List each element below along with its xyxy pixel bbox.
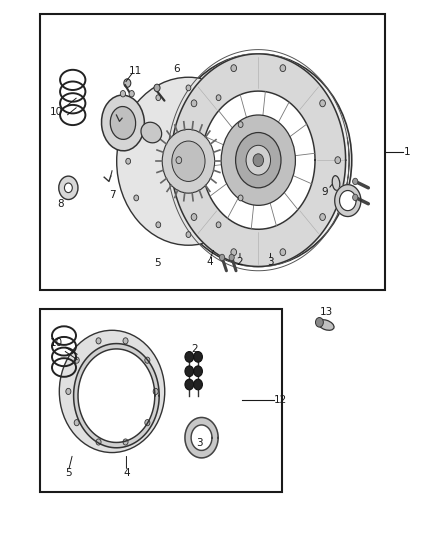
Text: 2: 2 [237, 257, 243, 267]
Circle shape [236, 133, 281, 188]
Circle shape [185, 352, 194, 362]
Circle shape [221, 115, 295, 205]
Circle shape [185, 366, 194, 376]
Circle shape [156, 222, 161, 228]
Circle shape [145, 357, 150, 364]
Text: 9: 9 [321, 187, 328, 197]
Polygon shape [171, 54, 346, 266]
Circle shape [231, 64, 237, 71]
Circle shape [194, 352, 202, 362]
Circle shape [96, 338, 101, 344]
Ellipse shape [102, 95, 145, 151]
Text: 7: 7 [109, 190, 115, 200]
Circle shape [194, 366, 202, 376]
Polygon shape [339, 190, 356, 211]
Ellipse shape [332, 176, 340, 190]
Circle shape [96, 439, 101, 445]
Circle shape [320, 100, 325, 107]
Ellipse shape [318, 320, 334, 330]
Text: 12: 12 [273, 395, 287, 406]
Ellipse shape [59, 330, 165, 453]
Text: 4: 4 [206, 257, 213, 267]
Text: 3: 3 [267, 257, 274, 267]
Circle shape [191, 100, 197, 107]
Circle shape [153, 389, 158, 394]
Circle shape [280, 64, 286, 71]
Bar [40, 309, 283, 492]
Circle shape [129, 91, 134, 97]
Bar [40, 14, 385, 290]
Ellipse shape [173, 143, 203, 179]
Circle shape [229, 254, 234, 261]
Circle shape [154, 84, 160, 92]
Polygon shape [201, 91, 315, 229]
Text: 13: 13 [319, 306, 332, 317]
Text: 10: 10 [49, 107, 63, 117]
Circle shape [123, 338, 128, 344]
Polygon shape [78, 349, 155, 442]
Text: 1: 1 [404, 147, 411, 157]
Circle shape [126, 158, 131, 164]
Circle shape [186, 85, 191, 91]
Text: 11: 11 [128, 66, 142, 76]
Circle shape [246, 146, 271, 175]
Text: 6: 6 [173, 64, 180, 74]
Circle shape [66, 389, 71, 394]
Ellipse shape [117, 77, 260, 245]
Text: 4: 4 [123, 468, 130, 478]
Circle shape [253, 154, 264, 166]
Circle shape [74, 419, 79, 426]
Circle shape [124, 79, 131, 87]
Circle shape [156, 95, 161, 101]
Circle shape [216, 95, 221, 101]
Circle shape [123, 439, 128, 445]
Circle shape [64, 183, 72, 192]
Text: 5: 5 [65, 468, 72, 478]
Circle shape [238, 122, 243, 127]
Ellipse shape [165, 54, 352, 266]
Circle shape [186, 232, 191, 238]
Circle shape [162, 130, 215, 193]
Circle shape [353, 194, 358, 200]
Circle shape [353, 178, 358, 184]
Circle shape [219, 254, 225, 261]
Circle shape [74, 357, 79, 364]
Text: 8: 8 [58, 199, 64, 209]
Circle shape [134, 195, 139, 201]
Polygon shape [335, 184, 361, 216]
Circle shape [315, 318, 323, 327]
Circle shape [120, 91, 126, 97]
Circle shape [280, 249, 286, 256]
Circle shape [335, 157, 341, 164]
Polygon shape [185, 417, 218, 458]
Text: 2: 2 [192, 344, 198, 354]
Circle shape [216, 222, 221, 228]
Polygon shape [191, 425, 212, 450]
Polygon shape [74, 344, 159, 448]
Ellipse shape [141, 122, 162, 143]
Circle shape [185, 379, 194, 390]
Text: 5: 5 [154, 259, 160, 268]
Ellipse shape [110, 107, 136, 140]
Circle shape [191, 214, 197, 221]
Circle shape [238, 195, 243, 201]
Circle shape [59, 176, 78, 199]
Circle shape [134, 122, 139, 127]
Circle shape [246, 158, 251, 164]
Circle shape [176, 157, 182, 164]
Circle shape [172, 141, 205, 181]
Circle shape [145, 419, 150, 426]
Circle shape [320, 214, 325, 221]
Circle shape [194, 379, 202, 390]
Text: 3: 3 [197, 438, 203, 448]
Circle shape [231, 249, 237, 256]
Text: 10: 10 [50, 338, 63, 348]
